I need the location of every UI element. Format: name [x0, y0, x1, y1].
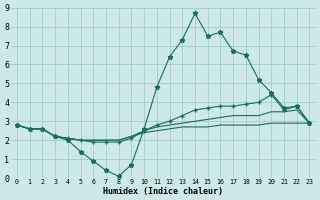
X-axis label: Humidex (Indice chaleur): Humidex (Indice chaleur) — [103, 187, 223, 196]
